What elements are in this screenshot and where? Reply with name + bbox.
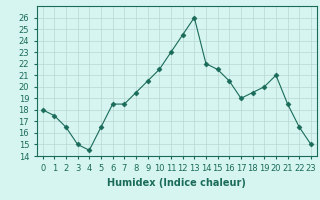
X-axis label: Humidex (Indice chaleur): Humidex (Indice chaleur) xyxy=(108,178,246,188)
